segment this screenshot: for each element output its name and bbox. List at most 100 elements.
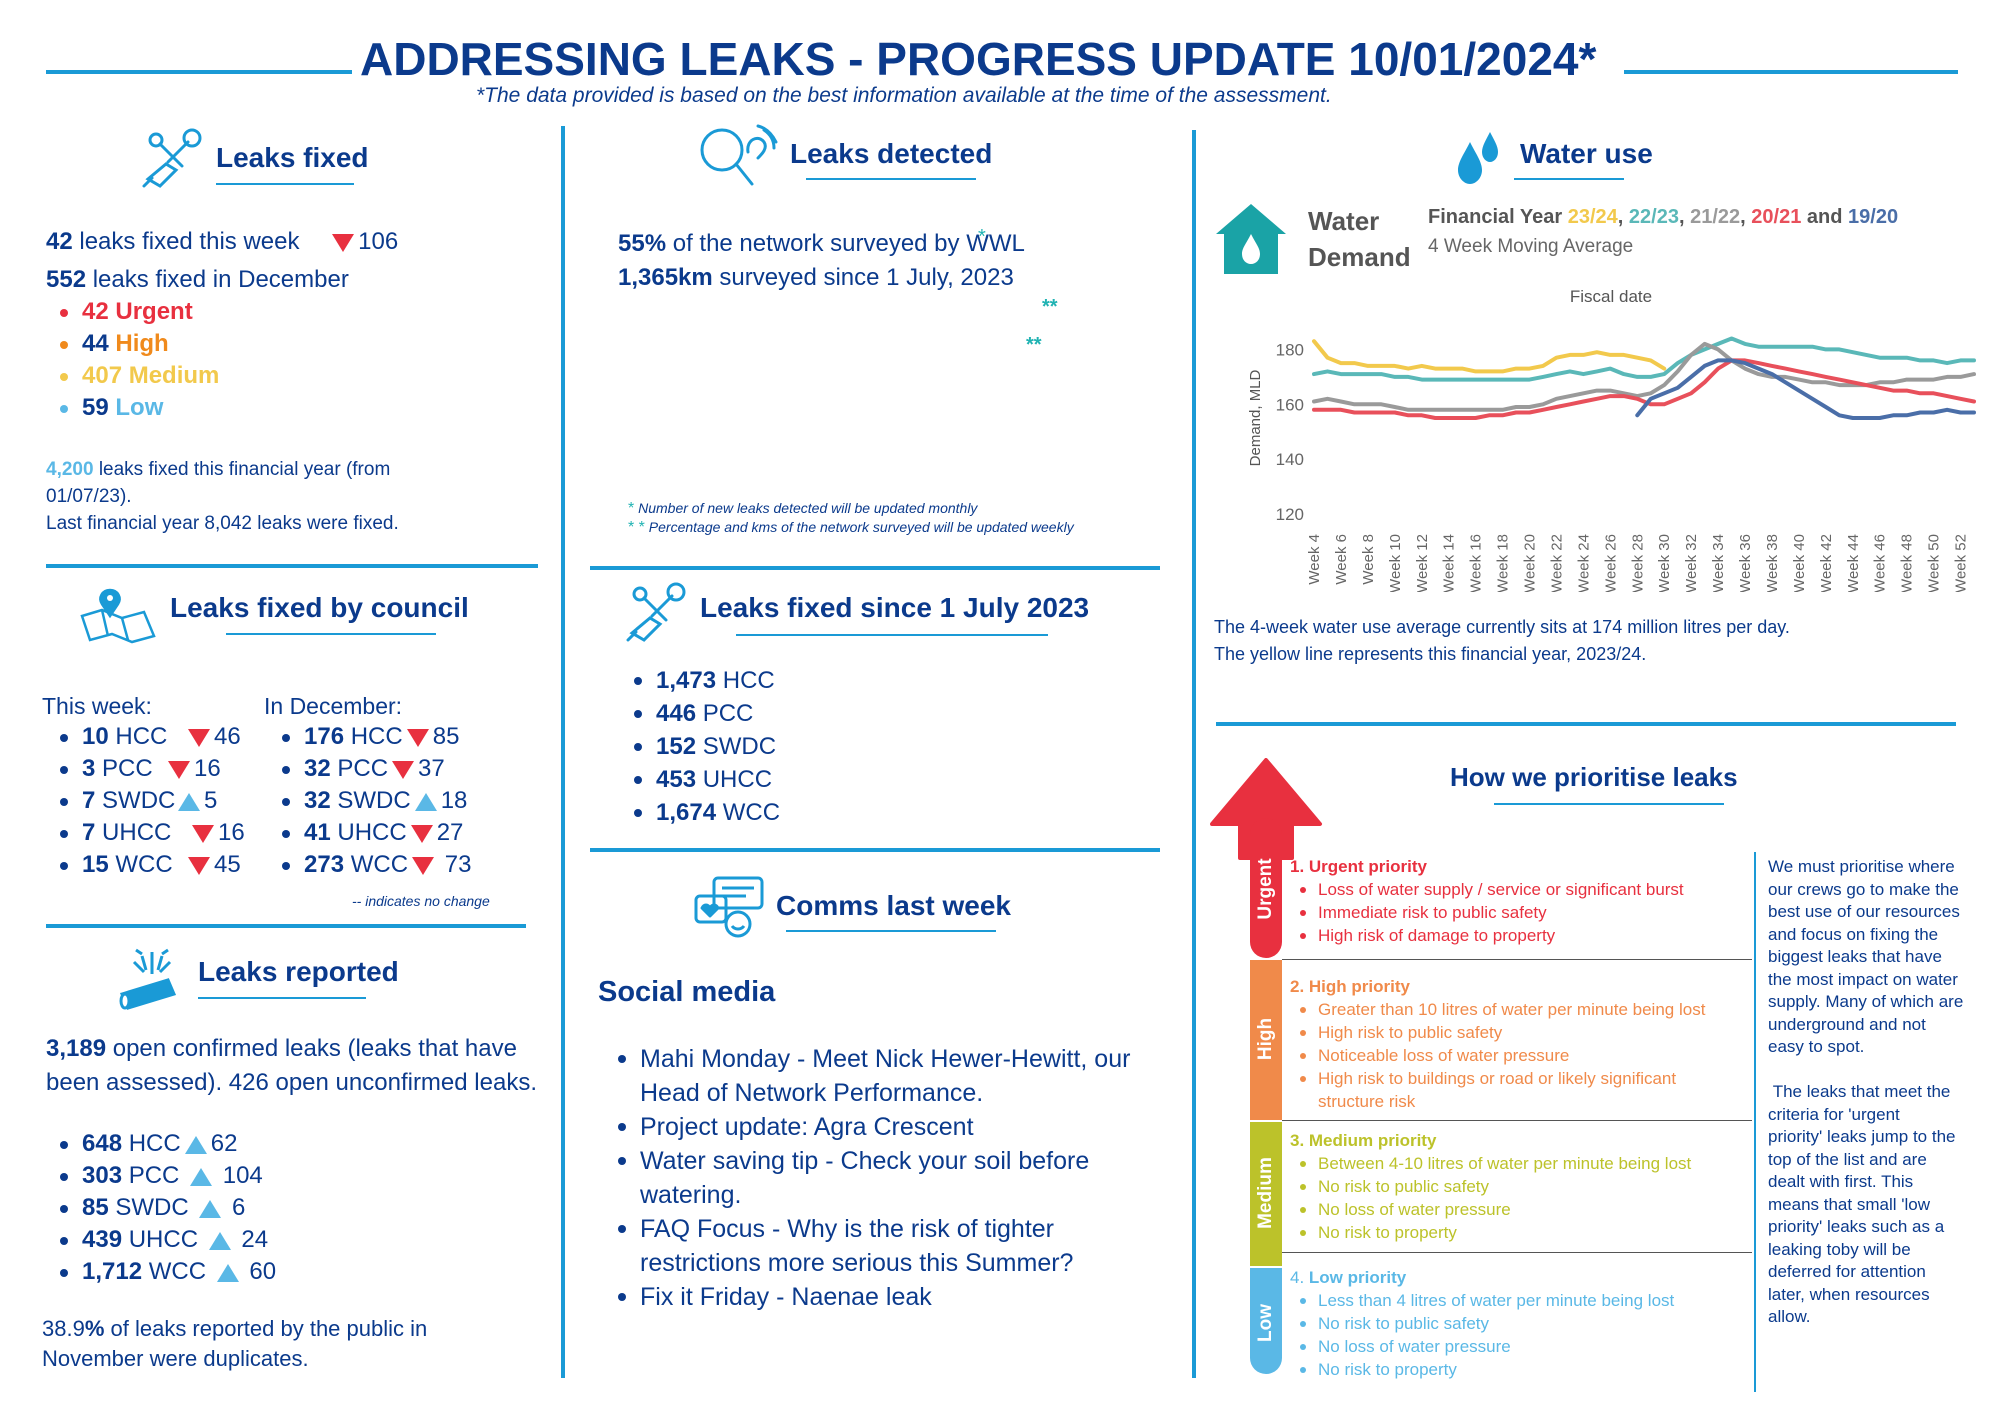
x-axis-title: Fiscal date — [1570, 287, 1652, 306]
up-arrow-icon — [208, 1231, 231, 1250]
series-line-23-24 — [1312, 339, 1667, 374]
list-item: 7 SWDC 5 — [52, 785, 217, 817]
up-arrow-icon — [178, 792, 200, 811]
burst-pipe-icon — [116, 944, 190, 1010]
tag-urgent: Urgent — [1255, 858, 1276, 920]
leaks-reported-list: 648 HCC 62 303 PCC 104 85 SWDC 6 439 UHCC… — [52, 1128, 276, 1288]
x-tick-label: Week 42 — [1818, 534, 1835, 592]
x-tick-label: Week 12 — [1414, 534, 1431, 592]
leaks-fixed-fy: 4,200 leaks fixed this financial year (f… — [46, 459, 399, 534]
water-use-underline — [1514, 178, 1624, 180]
comms-title: Comms last week — [776, 890, 1011, 921]
tag-medium: Medium — [1255, 1157, 1276, 1229]
list-item: No risk to public safety — [1290, 1312, 1674, 1335]
detected-note-1: * Number of new leaks detected will be u… — [628, 500, 978, 517]
x-tick-label: Week 46 — [1872, 534, 1889, 592]
surveyed-percent: 55% of the network surveyed by WWL — [618, 230, 1025, 257]
x-tick-label: Week 34 — [1710, 534, 1727, 592]
surveyed-km: 1,365km surveyed since 1 July, 2023 — [618, 264, 1014, 291]
down-arrow-icon — [332, 233, 355, 252]
leaks-by-council-underline — [226, 633, 436, 635]
list-item: No risk to property — [1290, 1358, 1674, 1381]
legend-2223: 22/23 — [1628, 206, 1679, 228]
x-tick-label: Week 32 — [1683, 534, 1700, 592]
logo-word-water: Water — [1308, 206, 1380, 236]
list-item: No risk to public safety — [1290, 1175, 1691, 1198]
no-change-note: -- indicates no change — [352, 893, 490, 909]
explanation-line: deferred for attention — [1768, 1262, 1926, 1281]
list-item: 32 SWDC 18 — [274, 785, 471, 817]
up-arrow-icon — [414, 792, 437, 811]
section-rule — [46, 564, 538, 568]
map-pin-icon — [78, 586, 158, 646]
priority-arrow: Urgent High Medium Low — [1206, 758, 1326, 1378]
leaks-fixed-underline — [216, 183, 354, 185]
explanation-line: underground and not — [1768, 1014, 1926, 1034]
chart-legend-sub: 4 Week Moving Average — [1428, 236, 1634, 257]
x-tick-label: Week 44 — [1845, 534, 1862, 592]
priority-low: 4. Low priority Less than 4 litres of wa… — [1290, 1267, 1674, 1381]
list-item: Less than 4 litres of water per minute b… — [1290, 1289, 1674, 1312]
list-item: 10 HCC 46 — [52, 721, 241, 753]
open-leaks-text: 3,189 open confirmed leaks (leaks that h… — [46, 1035, 537, 1096]
x-tick-label: Week 30 — [1656, 534, 1673, 592]
leaks-reported-underline — [198, 997, 366, 999]
asterisk-mark: ** — [1026, 334, 1042, 356]
list-item: 1,674 WCC — [626, 796, 780, 829]
explanation-line: our crews go to make the — [1768, 879, 1959, 899]
leaks-reported-title: Leaks reported — [198, 956, 399, 987]
list-item: Fix it Friday - Naenae leak — [610, 1280, 1130, 1314]
x-tick-label: Week 48 — [1899, 534, 1916, 592]
list-item: Loss of water supply / service or signif… — [1290, 878, 1684, 901]
priority-side-divider — [1754, 852, 1756, 1392]
x-tick-label: Week 26 — [1602, 534, 1619, 592]
x-tick-label: Week 40 — [1791, 534, 1808, 592]
priority-divider — [1282, 1120, 1752, 1121]
leaks-fixed-priority-list: 42 Urgent 44 High 407 Medium 59 Low — [52, 296, 219, 424]
up-arrow-icon — [184, 1135, 207, 1154]
legend-1920: 19/20 — [1848, 206, 1899, 228]
column-divider-2 — [1192, 130, 1196, 1378]
leaks-since-july-underline — [736, 634, 1048, 636]
priority-urgent: 1. Urgent priority Loss of water supply … — [1290, 856, 1684, 947]
y-axis-title: Demand, MLD — [1247, 369, 1264, 466]
x-tick-label: Week 50 — [1926, 534, 1943, 592]
list-item: FAQ Focus - Why is the risk of tighter re… — [610, 1212, 1130, 1280]
legend-2122: 21/22 — [1690, 206, 1741, 228]
down-arrow-icon — [188, 728, 210, 747]
asterisk-mark: ** — [1042, 296, 1058, 318]
leaks-fixed-december: 552 leaks fixed in December — [46, 266, 349, 293]
list-item: 41 UHCC 27 — [274, 817, 471, 849]
list-item: 3 PCC 16 — [52, 753, 221, 785]
explanation-line: dealt with first. This — [1768, 1172, 1914, 1191]
x-tick-label: Week 18 — [1495, 534, 1512, 592]
explanation-line: later, when resources — [1768, 1284, 1930, 1304]
explanation-line: The leaks that meet the — [1768, 1082, 1951, 1101]
legend-2021: 20/21 — [1751, 206, 1802, 228]
leaks-detected-title: Leaks detected — [790, 138, 993, 169]
priority-divider — [1282, 1252, 1752, 1253]
page-subtitle: *The data provided is based on the best … — [476, 84, 1332, 107]
list-item: 7 UHCC 16 — [52, 817, 245, 849]
list-item: 176 HCC 85 — [274, 721, 471, 753]
list-item: 453 UHCC — [626, 763, 780, 796]
priority-low-title: 4. Low priority — [1290, 1268, 1407, 1287]
explanation-line: criteria for 'urgent — [1768, 1104, 1900, 1124]
header-rule-left — [46, 70, 352, 74]
asterisk-mark: * — [978, 226, 986, 248]
water-use-title: Water use — [1520, 138, 1653, 169]
list-item: 1,473 HCC — [626, 664, 780, 697]
list-item: Between 4-10 litres of water per minute … — [1290, 1152, 1691, 1175]
x-tick-label: Week 8 — [1360, 534, 1377, 585]
list-item: 648 HCC 62 — [52, 1128, 276, 1160]
x-tick-label: Week 38 — [1764, 534, 1781, 592]
priority-underline — [1494, 803, 1724, 805]
priority-urgent-title: 1. Urgent priority — [1290, 857, 1427, 876]
explanation-line: biggest leaks that have — [1768, 947, 1942, 966]
wrench-hand-icon — [138, 124, 208, 194]
leaks-since-july-title: Leaks fixed since 1 July 2023 — [700, 592, 1090, 623]
explanation-line: supply. Many of which are — [1768, 992, 1964, 1011]
down-arrow-icon — [188, 856, 210, 875]
priority-high: 2. High priority Greater than 10 litres … — [1290, 976, 1705, 1113]
section-rule — [1216, 722, 1956, 726]
